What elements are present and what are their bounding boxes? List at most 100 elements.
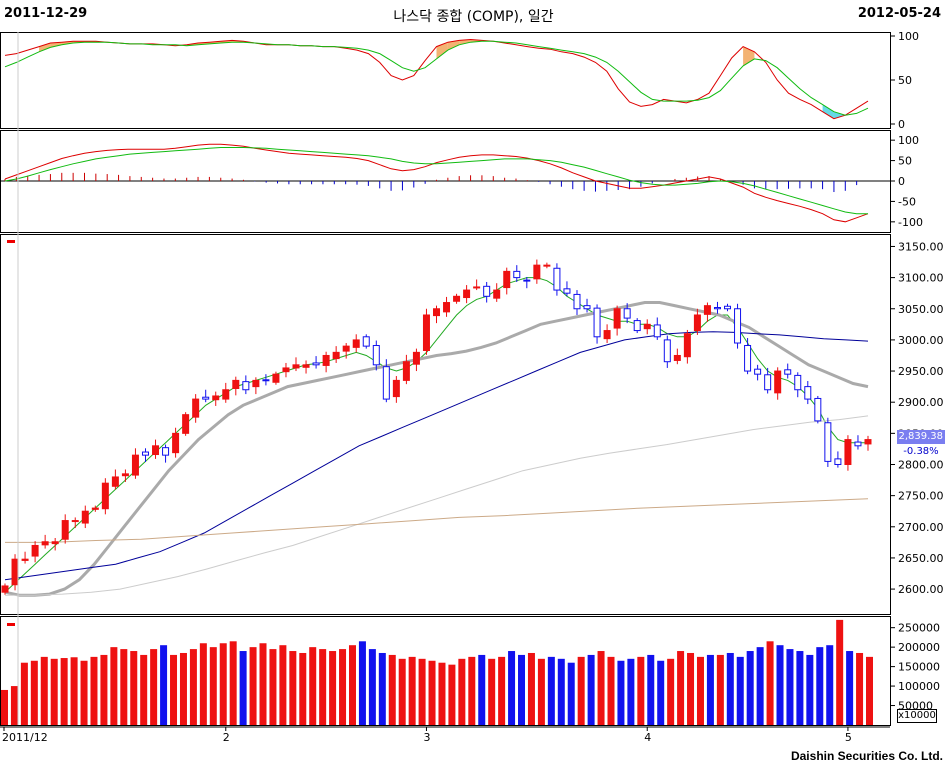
candle-body [543, 264, 551, 267]
price-axis-tick-label: 2900.00 [898, 396, 944, 409]
volume-bar [677, 651, 685, 725]
candle-body [212, 395, 220, 401]
candle-body [252, 379, 260, 388]
candle-body [703, 305, 711, 315]
candle-body [864, 439, 872, 445]
candle-body [754, 368, 762, 375]
volume-bar [766, 641, 774, 725]
price-axis-tick-label: 2600.00 [898, 583, 944, 596]
volume-bar [806, 654, 814, 725]
price-axis-tick-label: 2650.00 [898, 552, 944, 565]
volume-bar [259, 643, 267, 725]
volume-bar [348, 645, 356, 725]
candle-body [322, 354, 330, 366]
volume-bar [607, 656, 615, 725]
candle-body [453, 295, 461, 302]
volume-bar [508, 651, 516, 725]
price-axis-tick-label: 2800.00 [898, 458, 944, 471]
stochastic-axis-tick-label: 50 [898, 74, 912, 87]
candle-body [854, 441, 862, 447]
volume-axis-tick-label: 100000 [898, 680, 940, 693]
candle-body [302, 364, 310, 368]
volume-bar [438, 662, 446, 725]
candle-body [513, 270, 521, 279]
volume-bar [219, 643, 227, 725]
volume-bar [388, 654, 396, 725]
candle-body [613, 308, 621, 329]
stochastic-overbought-fill [459, 39, 471, 45]
candle-body [342, 345, 350, 352]
macd-axis-tick-label: -100 [898, 216, 923, 229]
candle-body [713, 307, 721, 310]
candle-body [784, 369, 792, 375]
volume-bar [478, 654, 486, 725]
candle-body [312, 362, 320, 366]
candle-body [673, 354, 681, 361]
candle-body [1, 585, 9, 593]
candle-body [31, 544, 39, 557]
price-axis-tick-label: 2700.00 [898, 521, 944, 534]
price-change-label: -0.38% [903, 446, 939, 457]
stochastic-axis-tick-label: 0 [898, 118, 905, 131]
candle-body [573, 293, 581, 310]
stochastic-overbought-fill [743, 46, 755, 66]
stochastic-overbought-fill [50, 42, 62, 48]
volume-bar [796, 651, 804, 725]
volume-bar [120, 649, 128, 725]
volume-bar [60, 658, 68, 725]
candle-body [242, 381, 250, 391]
volume-marker-icon [7, 623, 15, 626]
ma200-line [5, 498, 869, 543]
price-panel: 3150.00 3100.00 3050.00 3000.00 2950.00 2900.… [0, 234, 944, 615]
volume-bar [587, 654, 595, 725]
volume-axis-tick-label: 200000 [898, 641, 940, 654]
volume-bar [299, 652, 307, 725]
candle-body [352, 339, 360, 348]
volume-bar [547, 656, 555, 725]
candle-body [603, 330, 611, 340]
date-tick-label: 2011/12 [2, 731, 48, 744]
volume-bar [140, 654, 148, 725]
volume-bar [736, 656, 744, 725]
volume-bar [518, 654, 526, 725]
volume-bar [50, 658, 58, 725]
candle-body [71, 520, 79, 523]
ma120-line [5, 415, 869, 596]
volume-bar [706, 654, 714, 725]
volume-bar [80, 660, 88, 725]
volume-bar [130, 651, 138, 725]
volume-bar [498, 656, 506, 725]
volume-bar [696, 656, 704, 725]
candle-body [11, 558, 19, 586]
date-tick-label: 4 [644, 731, 651, 744]
date-tick-label: 5 [845, 731, 852, 744]
chart-header: 2011-12-29 나스닥 종합 (COMP), 일간 2012-05-24 [0, 0, 947, 30]
volume-bar [776, 645, 784, 725]
candle-body [663, 339, 671, 363]
volume-bar [756, 647, 764, 725]
volume-bar [100, 654, 108, 725]
volume-bar [170, 654, 178, 725]
candle-body [272, 373, 280, 383]
candle-body [503, 270, 511, 289]
candle-body [633, 320, 641, 332]
start-date: 2011-12-29 [4, 6, 88, 21]
candle-body [653, 324, 661, 338]
stochastic-overbought-fill [39, 43, 51, 52]
volume-bar [627, 658, 635, 725]
volume-bar [468, 656, 476, 725]
macd-signal-line [4, 147, 868, 215]
volume-bar [488, 658, 496, 725]
volume-bar [20, 662, 28, 725]
volume-bar [667, 658, 675, 725]
price-axis-tick-label: 3050.00 [898, 303, 944, 316]
volume-bar [637, 656, 645, 725]
candle-body [734, 308, 742, 344]
price-axis-tick-label: 3100.00 [898, 272, 944, 285]
volume-bar [418, 658, 426, 725]
volume-bar [239, 651, 247, 725]
volume-bar [279, 645, 287, 725]
volume-bar [816, 647, 824, 725]
